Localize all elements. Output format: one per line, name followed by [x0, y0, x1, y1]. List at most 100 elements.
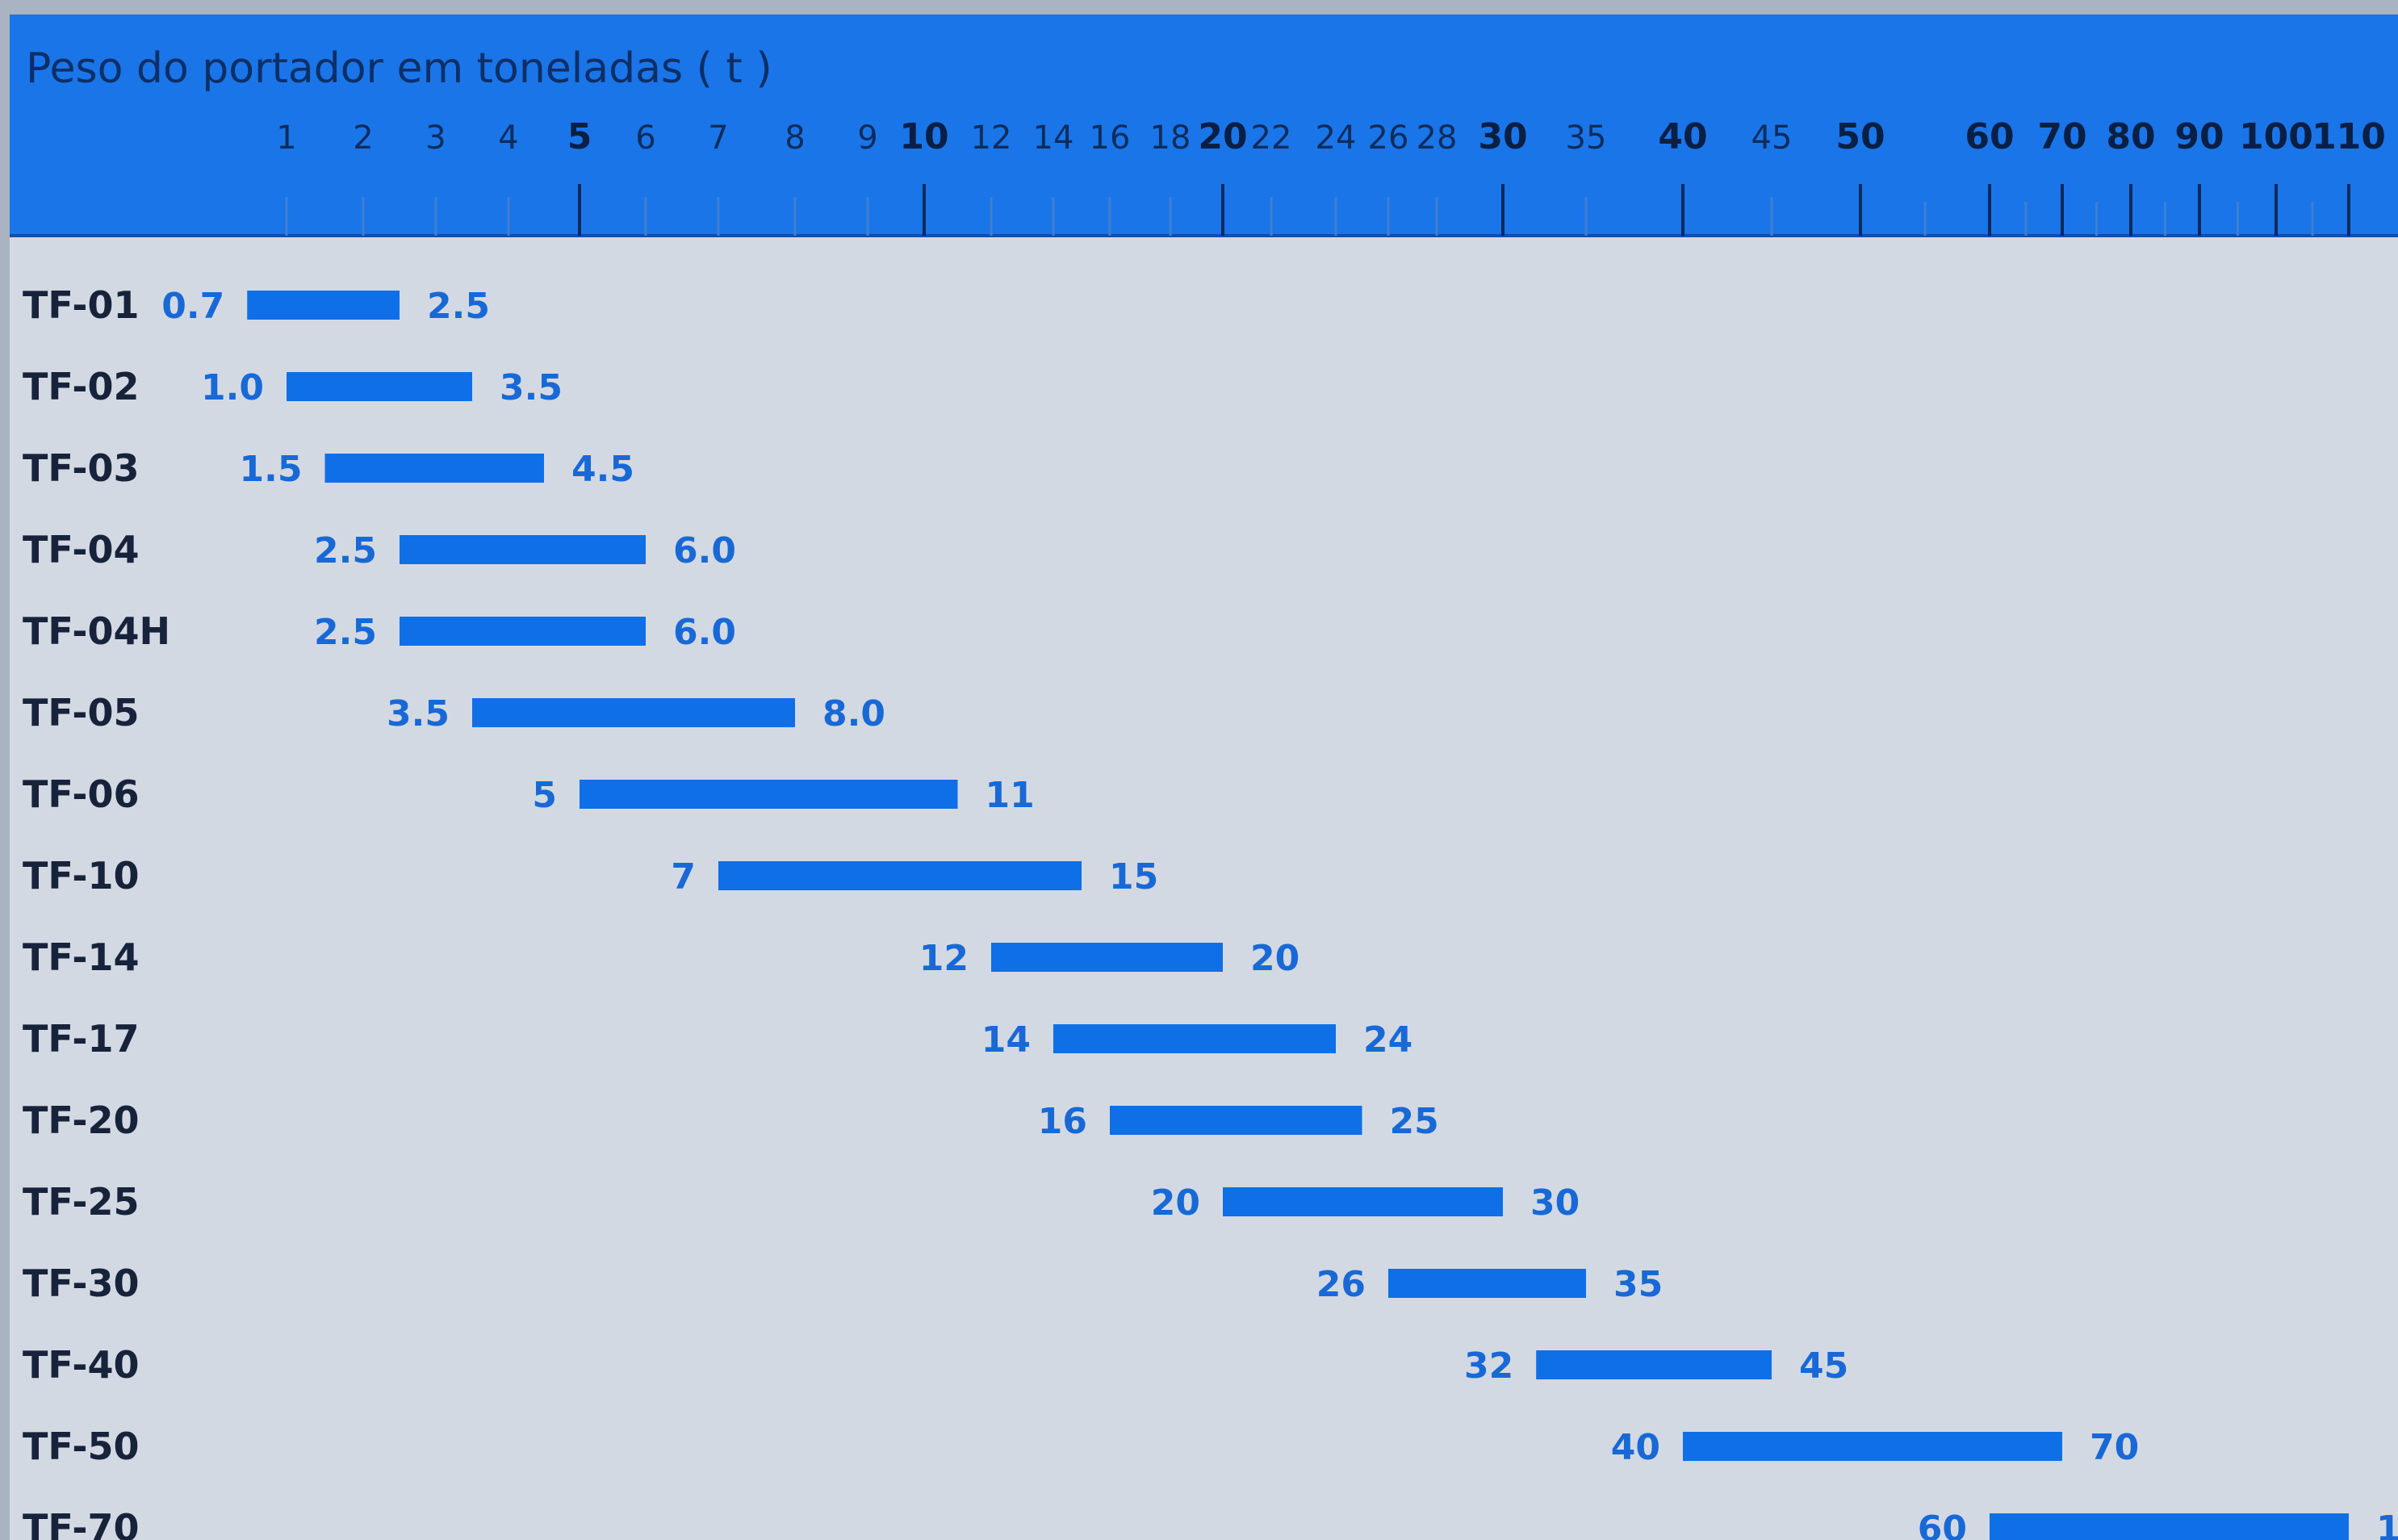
range-bar — [991, 943, 1223, 972]
range-row-tf-06: TF-06 5 11 — [23, 772, 1035, 816]
range-max-label: 70 — [2090, 1427, 2139, 1468]
range-min-label: 32 — [1464, 1345, 1513, 1387]
range-max-label: 25 — [1390, 1101, 1439, 1142]
x-tick-label-30: 30 — [1478, 116, 1527, 157]
row-label: TF-04 — [23, 528, 140, 571]
range-max-label: 2.5 — [427, 286, 490, 327]
x-tick-label-100: 100 — [2239, 116, 2313, 157]
x-tick-label-50: 50 — [1835, 116, 1885, 157]
x-tick-label-35: 35 — [1566, 119, 1607, 157]
range-bar — [718, 861, 1082, 890]
range-bar — [1990, 1513, 2349, 1540]
x-axis-ticks: 1 2 3 4 5 6 7 8 9 10 12 14 16 18 20 22 24 26 28 30 35 40 45 50 6… — [276, 116, 2386, 236]
row-label: TF-06 — [23, 772, 140, 816]
row-label: TF-14 — [23, 935, 140, 979]
range-max-label: 15 — [1109, 856, 1158, 898]
x-tick-label-4: 4 — [498, 119, 518, 157]
range-min-label: 14 — [981, 1019, 1031, 1061]
range-bar — [1110, 1106, 1362, 1135]
x-tick-label-70: 70 — [2037, 116, 2086, 157]
range-max-label: 45 — [1799, 1345, 1848, 1387]
range-rows: TF-01 0.7 2.5 TF-02 1.0 3.5 TF-03 1.5 4.5 TF-04 2.… — [23, 283, 2398, 1540]
range-min-label: 60 — [1918, 1509, 1967, 1540]
x-tick-label-22: 22 — [1251, 119, 1292, 157]
plot-background — [10, 236, 2398, 1540]
range-row-tf-25: TF-25 20 30 — [23, 1180, 1580, 1224]
row-label: TF-01 — [23, 283, 140, 327]
row-label: TF-40 — [23, 1343, 140, 1387]
range-bar — [472, 698, 795, 727]
range-bar — [1536, 1350, 1772, 1379]
x-tick-label-16: 16 — [1090, 119, 1131, 157]
axis-header-band — [10, 15, 2398, 236]
range-min-label: 5 — [532, 775, 557, 816]
x-tick-label-24: 24 — [1316, 119, 1357, 157]
x-tick-label-2: 2 — [353, 119, 373, 157]
range-row-tf-02: TF-02 1.0 3.5 — [23, 365, 563, 408]
range-bar — [324, 454, 544, 483]
x-tick-label-60: 60 — [1965, 116, 2014, 157]
range-row-tf-50: TF-50 40 70 — [23, 1425, 2139, 1468]
row-label: TF-25 — [23, 1180, 140, 1224]
x-tick-label-1: 1 — [276, 119, 296, 157]
range-min-label: 3.5 — [387, 693, 450, 734]
range-min-label: 0.7 — [161, 286, 224, 327]
x-tick-label-5: 5 — [567, 116, 592, 157]
range-row-tf-20: TF-20 16 25 — [23, 1099, 1439, 1142]
x-tick-label-3: 3 — [425, 119, 446, 157]
x-tick-label-45: 45 — [1751, 119, 1793, 157]
x-tick-label-110: 110 — [2312, 116, 2386, 157]
range-row-tf-70: TF-70 60 110 — [23, 1506, 2398, 1540]
range-bar — [1223, 1187, 1503, 1216]
range-max-label: 20 — [1250, 938, 1299, 979]
range-max-label: 35 — [1613, 1264, 1663, 1305]
range-min-label: 1.5 — [240, 449, 303, 490]
row-label: TF-30 — [23, 1262, 140, 1305]
range-bar — [580, 780, 958, 809]
row-label: TF-20 — [23, 1099, 140, 1142]
x-tick-label-14: 14 — [1033, 119, 1074, 157]
range-bar — [247, 291, 400, 320]
range-row-tf-40: TF-40 32 45 — [23, 1343, 1848, 1387]
range-min-label: 16 — [1038, 1101, 1087, 1142]
range-min-label: 2.5 — [314, 530, 377, 571]
range-min-label: 26 — [1316, 1264, 1366, 1305]
range-row-tf-04: TF-04 2.5 6.0 — [23, 528, 736, 571]
range-bar — [1388, 1269, 1586, 1298]
range-min-label: 7 — [671, 856, 696, 898]
row-label: TF-50 — [23, 1425, 140, 1468]
range-row-tf-04h: TF-04H 2.5 6.0 — [23, 609, 736, 653]
range-row-tf-10: TF-10 7 15 — [23, 854, 1158, 898]
range-row-tf-14: TF-14 12 20 — [23, 935, 1299, 979]
range-max-label: 4.5 — [571, 449, 634, 490]
range-max-label: 24 — [1363, 1019, 1412, 1061]
x-tick-label-26: 26 — [1368, 119, 1409, 157]
range-min-label: 2.5 — [314, 612, 377, 653]
range-row-tf-03: TF-03 1.5 4.5 — [23, 446, 634, 490]
x-tick-label-10: 10 — [899, 116, 948, 157]
range-max-label: 6.0 — [673, 530, 736, 571]
row-label: TF-10 — [23, 854, 140, 898]
x-tick-label-28: 28 — [1417, 119, 1458, 157]
range-bar — [400, 617, 646, 646]
x-tick-label-20: 20 — [1198, 116, 1247, 157]
range-max-label: 30 — [1530, 1182, 1580, 1224]
row-label: TF-03 — [23, 446, 140, 490]
row-label: TF-02 — [23, 365, 140, 408]
x-tick-label-9: 9 — [857, 119, 877, 157]
x-tick-label-40: 40 — [1658, 116, 1707, 157]
row-label: TF-04H — [23, 609, 170, 653]
range-min-label: 40 — [1611, 1427, 1660, 1468]
range-bar — [1683, 1432, 2062, 1461]
range-bar — [400, 535, 646, 564]
range-bar — [287, 372, 472, 401]
range-max-label: 6.0 — [673, 612, 736, 653]
range-bar — [1053, 1024, 1336, 1053]
range-row-tf-05: TF-05 3.5 8.0 — [23, 691, 885, 734]
range-min-label: 20 — [1151, 1182, 1200, 1224]
range-row-tf-17: TF-17 14 24 — [23, 1017, 1412, 1061]
range-min-label: 1.0 — [201, 367, 264, 408]
chart-title: Peso do portador em toneladas ( t ) — [26, 44, 772, 93]
